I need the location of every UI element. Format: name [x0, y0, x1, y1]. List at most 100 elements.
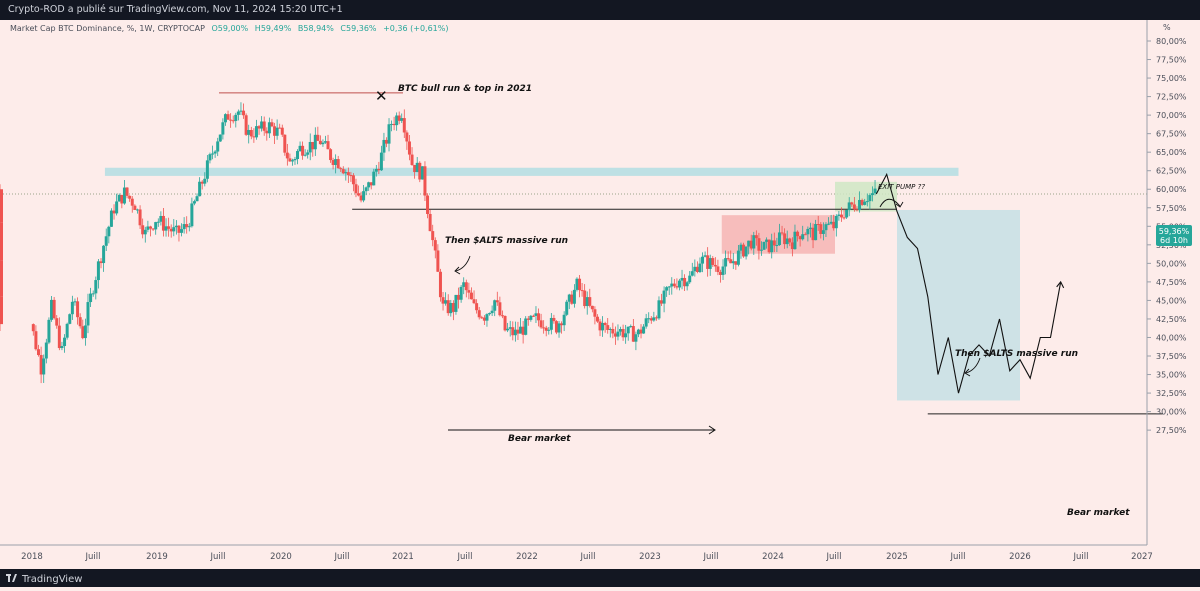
candle-body — [397, 115, 401, 121]
candle-body — [296, 151, 300, 160]
symbol-info: Market Cap BTC Dominance, %, 1W, CRYPTOC… — [10, 24, 448, 33]
candle-body — [845, 209, 849, 218]
price-tick-label: 32,50% — [1156, 389, 1187, 398]
price-tick-label: 50,00% — [1156, 259, 1187, 268]
candle-body — [660, 300, 664, 304]
candle-body — [438, 271, 442, 298]
candle-body — [402, 118, 406, 133]
candle-body — [721, 266, 725, 275]
candle-body — [339, 168, 343, 170]
candle-body — [278, 127, 282, 129]
candle-body — [554, 321, 558, 333]
candle-body — [639, 329, 643, 334]
candle-body — [667, 286, 671, 288]
candle-body — [495, 300, 499, 303]
candle-body — [827, 223, 831, 225]
candle-body — [852, 204, 856, 210]
candle-body — [76, 301, 80, 318]
candle-body — [762, 241, 766, 250]
candle-body — [858, 199, 862, 211]
price-tick-label: 37,50% — [1156, 352, 1187, 361]
candle-body — [99, 261, 103, 264]
price-tick-label: 62,50% — [1156, 167, 1187, 176]
candle-body — [777, 232, 781, 246]
candle-body — [336, 159, 340, 169]
candle-body — [192, 201, 196, 204]
zone-teal — [104, 167, 959, 176]
candle-body — [695, 266, 699, 272]
candle-body — [821, 230, 825, 234]
candle-body — [0, 222, 3, 261]
candle-body — [415, 162, 419, 173]
candle-body — [801, 234, 805, 240]
candle-body — [107, 226, 111, 237]
candle-body — [293, 159, 297, 161]
time-tick-label: Juill — [457, 552, 473, 562]
candle-body — [260, 121, 264, 129]
candle-body — [708, 258, 712, 269]
candle-body — [560, 323, 564, 326]
candle-body — [457, 294, 461, 300]
candle-body — [547, 329, 551, 331]
candle-body — [513, 329, 517, 336]
candle-body — [459, 286, 463, 300]
candle-body — [115, 201, 119, 214]
candle-body — [631, 326, 635, 342]
candle-body — [344, 172, 348, 174]
candle-body — [141, 225, 145, 235]
candle-body — [516, 329, 520, 334]
top-marker: ✕ — [375, 87, 388, 105]
candle-body — [387, 124, 391, 144]
candle-body — [331, 160, 335, 165]
publisher-bar: Crypto-ROD a publié sur TradingView.com,… — [0, 0, 1200, 20]
candle-body — [374, 168, 378, 172]
candle-body — [549, 317, 553, 330]
price-axis[interactable]: 80,00% 77,50% 75,00% 72,50% 70,00% 67,50% 65,0… — [1147, 37, 1187, 435]
candle-body — [313, 134, 317, 150]
candle-body — [65, 323, 69, 338]
candle-body — [616, 331, 620, 337]
candle-body — [736, 250, 740, 265]
candle-body — [249, 129, 253, 137]
candle-body — [832, 221, 836, 229]
candle-body — [301, 145, 305, 156]
time-tick-label: 2018 — [21, 552, 43, 562]
candle-body — [534, 313, 538, 316]
candle-body — [187, 226, 191, 228]
candle-body — [747, 240, 751, 247]
candle-body — [824, 224, 828, 231]
candle-body — [475, 303, 479, 311]
candle-body — [436, 250, 440, 272]
candle-body — [485, 314, 489, 321]
candle-body — [91, 293, 95, 295]
candle-body — [205, 160, 209, 179]
candle-body — [726, 258, 730, 260]
candle-body — [395, 115, 399, 126]
curved-arrow-1 — [455, 255, 471, 272]
exit-pump-arrowhead — [895, 201, 904, 208]
candle-body — [334, 159, 338, 165]
candle-body — [788, 238, 792, 243]
candle-body — [236, 111, 240, 115]
candle-body — [86, 302, 90, 326]
ohlc-open: O59,00% — [211, 24, 248, 33]
time-axis[interactable]: 2018 Juill 2019 Juill 2020 Juill 2021 Juill 2022… — [21, 552, 1153, 562]
candle-body — [267, 122, 271, 134]
price-tick-label: 40,00% — [1156, 333, 1187, 342]
candle-body — [464, 282, 468, 291]
curved-arrow-2 — [965, 357, 981, 374]
candle-body — [819, 224, 823, 234]
candle-body — [511, 327, 515, 336]
candle-body — [431, 231, 435, 241]
candle-body — [407, 141, 411, 155]
candle-body — [143, 229, 147, 235]
candle-body — [731, 261, 735, 264]
candle-body — [349, 175, 353, 177]
candle-body — [208, 154, 212, 161]
candle-body — [433, 240, 437, 251]
candle-body — [369, 182, 373, 186]
candle-body — [724, 258, 728, 267]
candle-body — [601, 322, 605, 331]
candle-body — [739, 244, 743, 251]
